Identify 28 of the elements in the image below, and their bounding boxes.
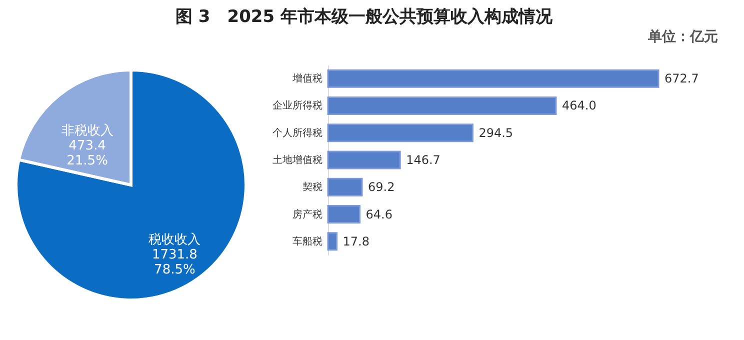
data-label: 146.7 bbox=[406, 153, 440, 167]
data-label: 294.5 bbox=[478, 126, 514, 140]
text: 图 3 2025 年市本级一般公共预算收入构成情况 bbox=[176, 7, 554, 27]
pie-slice bbox=[14, 68, 248, 302]
bar bbox=[327, 205, 360, 224]
y-tick-label: 企业所得税 bbox=[272, 100, 322, 112]
bar bbox=[327, 124, 474, 142]
data-label: 1731.8 78.5% bbox=[152, 248, 198, 278]
y-tick-label: 增值税 bbox=[292, 72, 322, 85]
data-label: 473.4 21.5% bbox=[66, 138, 108, 168]
bar bbox=[327, 232, 338, 251]
slice-label: 税收收入 bbox=[148, 232, 201, 248]
bar bbox=[327, 96, 557, 115]
data-label: 672.7 bbox=[664, 72, 699, 86]
y-tick-label: 土地增值税 bbox=[272, 154, 322, 166]
y-tick-label: 车船税 bbox=[292, 235, 322, 248]
data-label: 69.2 bbox=[368, 180, 395, 194]
y-tick-label: 个人所得税 bbox=[272, 126, 322, 139]
bar bbox=[327, 69, 660, 88]
slice-label: 非税收入 bbox=[61, 123, 114, 138]
y-tick-label: 契税 bbox=[302, 181, 322, 194]
data-label: 464.0 bbox=[562, 98, 596, 113]
bar bbox=[327, 178, 363, 196]
text: 单位：亿元 bbox=[647, 29, 718, 45]
bar bbox=[327, 150, 401, 170]
data-label: 64.6 bbox=[366, 207, 392, 222]
y-tick-label: 房产税 bbox=[292, 208, 322, 220]
data-label: 17.8 bbox=[342, 234, 370, 248]
